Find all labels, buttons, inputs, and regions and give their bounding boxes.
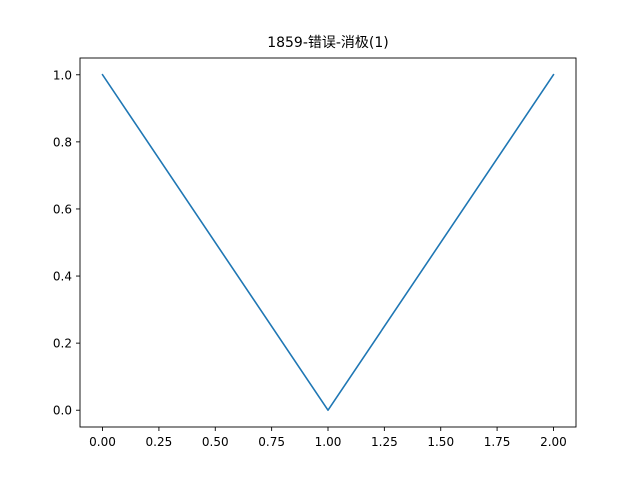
y-tick-label: 0.8 (53, 135, 72, 149)
x-tick-label: 0.00 (89, 435, 116, 449)
x-tick-label: 1.00 (315, 435, 342, 449)
x-tick-label: 1.50 (427, 435, 454, 449)
axes: 0.00 0.25 0.50 0.75 1.00 1.25 1.50 1.75 2.00 0.0 0… (53, 57, 577, 449)
y-tick-label: 1.0 (53, 68, 72, 82)
axes-frame (79, 57, 577, 428)
y-tick-label: 0.2 (53, 337, 72, 351)
x-tick-label: 0.50 (202, 435, 229, 449)
x-tick-label: 1.25 (371, 435, 398, 449)
x-tick-label: 0.25 (146, 435, 173, 449)
x-tick-label: 0.75 (258, 435, 285, 449)
series-line-0 (101, 73, 555, 412)
chart-title: 1859-错误-消极(1) (267, 35, 389, 51)
plot-area (101, 73, 555, 412)
y-tick-label: 0.4 (53, 270, 72, 284)
y-tick-label: 0.0 (53, 404, 72, 418)
y-tick-label: 0.6 (53, 202, 72, 216)
x-tick-label: 1.75 (484, 435, 511, 449)
x-tick-label: 2.00 (540, 435, 567, 449)
